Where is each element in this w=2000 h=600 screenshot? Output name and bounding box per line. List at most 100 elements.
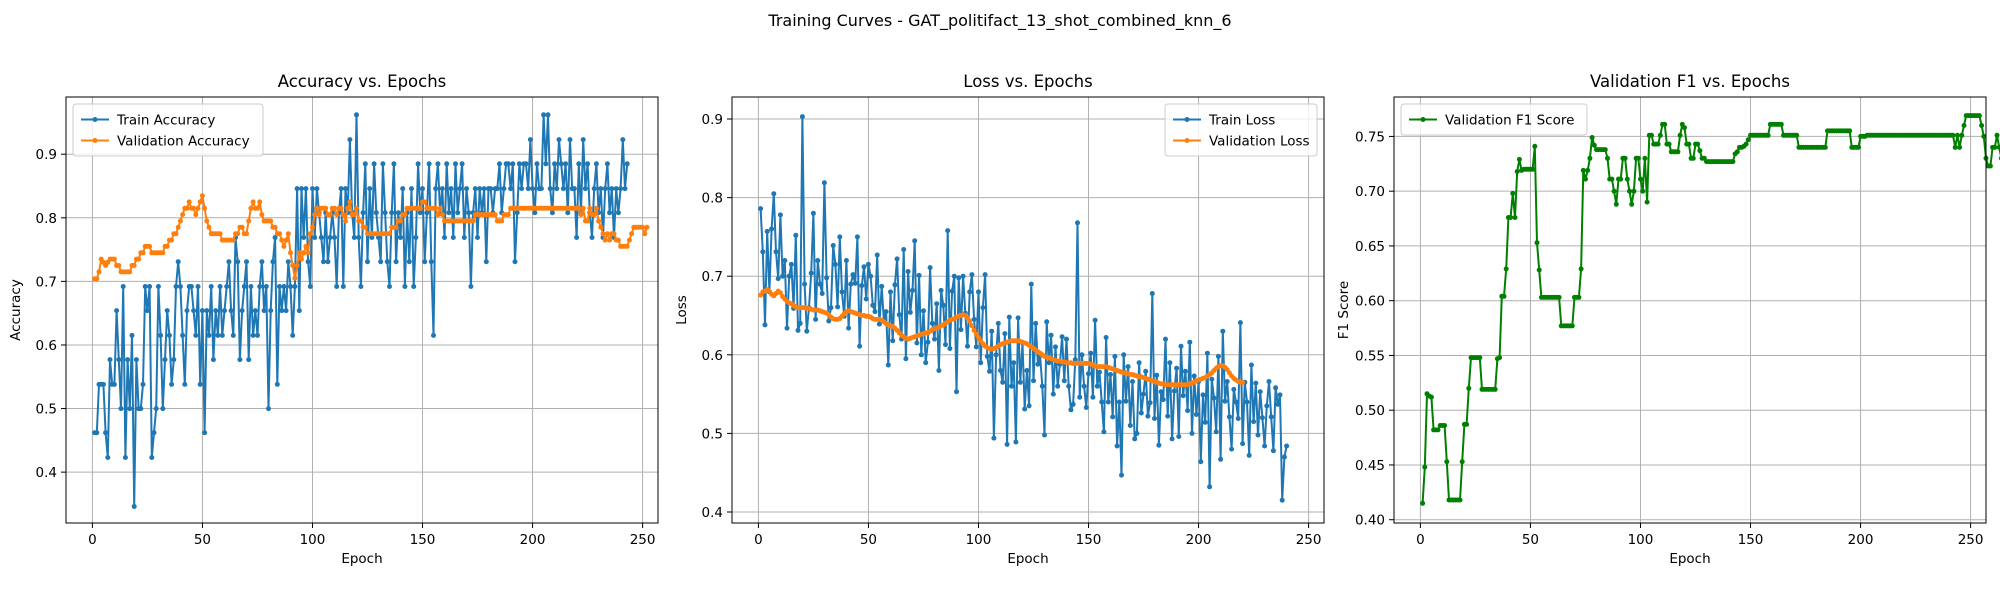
loss-data-point (1259, 415, 1265, 421)
loss-data-point (1064, 336, 1069, 342)
accuracy-data-point (314, 186, 320, 192)
loss-data-point (938, 287, 944, 293)
loss-data-point (848, 281, 854, 287)
f1-data-point (1585, 167, 1591, 173)
accuracy-data-point (217, 284, 223, 289)
accuracy-data-point (549, 210, 555, 216)
loss-data-point (817, 281, 823, 287)
f1-data-point (1959, 132, 1965, 138)
accuracy-data-point (629, 231, 635, 237)
accuracy-data-point (323, 205, 329, 211)
accuracy-data-point (640, 224, 646, 230)
loss-x-tick-label: 200 (1186, 532, 1212, 548)
loss-data-point (764, 228, 770, 234)
accuracy-data-point (279, 237, 285, 243)
loss-data-point (1066, 383, 1072, 389)
f1-data-point (1952, 144, 1958, 150)
loss-data-point (1105, 399, 1111, 405)
loss-data-point (1097, 369, 1102, 375)
accuracy-data-point (351, 212, 357, 218)
accuracy-data-point (538, 186, 544, 192)
f1-data-point (1743, 141, 1749, 147)
loss-data-point (1134, 430, 1140, 436)
loss-data-point (876, 321, 882, 327)
loss-data-point (1000, 379, 1006, 385)
f1-data-point (1583, 176, 1588, 182)
loss-data-point (1273, 385, 1279, 391)
accuracy-data-point (259, 259, 265, 265)
accuracy-data-point (237, 357, 243, 363)
loss-data-point (1202, 419, 1208, 425)
accuracy-data-point (624, 161, 630, 167)
f1-data-point (1442, 423, 1448, 428)
accuracy-data-point (316, 212, 322, 218)
loss-data-point (903, 356, 909, 362)
loss-data-point (1119, 472, 1124, 478)
loss-data-point (1116, 399, 1122, 405)
accuracy-data-point (461, 235, 467, 240)
accuracy-data-point (162, 357, 168, 363)
loss-data-point (857, 343, 863, 349)
f1-data-point (1497, 355, 1503, 361)
loss-data-point (1171, 388, 1177, 394)
accuracy-data-point (288, 250, 293, 256)
f1-y-tick-label: 0.50 (1355, 403, 1385, 419)
f1-data-point (1979, 123, 1985, 128)
loss-data-point (995, 320, 1001, 326)
loss-data-point (925, 339, 931, 345)
loss-data-point (1086, 371, 1091, 377)
loss-data-point (998, 368, 1003, 373)
f1-x-tick-label: 100 (1628, 532, 1654, 548)
accuracy-data-point (457, 186, 463, 192)
f1-data-point (1492, 386, 1498, 392)
loss-data-point (910, 287, 915, 293)
loss-data-point (797, 320, 803, 326)
loss-data-point (819, 291, 825, 296)
accuracy-data-point (177, 218, 183, 224)
accuracy-data-point (299, 186, 304, 192)
accuracy-data-point (340, 284, 346, 289)
loss-data-point (839, 289, 845, 295)
loss-data-point (1213, 429, 1219, 435)
accuracy-data-point (602, 237, 608, 243)
accuracy-data-point (191, 205, 197, 211)
f1-y-tick-label: 0.45 (1355, 458, 1385, 474)
loss-data-point (879, 283, 885, 289)
accuracy-data-point (413, 235, 419, 240)
accuracy-data-point (609, 186, 615, 192)
accuracy-data-point (578, 212, 584, 218)
f1-data-point (1624, 176, 1630, 182)
loss-data-point (956, 275, 962, 281)
accuracy-data-point (318, 235, 324, 240)
loss-data-point (940, 302, 946, 308)
f1-data-point (1591, 142, 1597, 148)
loss-data-point (835, 304, 841, 310)
f1-data-point (1516, 156, 1522, 162)
accuracy-data-point (230, 237, 236, 243)
loss-data-point (1143, 368, 1149, 374)
f1-data-point (1847, 128, 1853, 134)
loss-data-point (1088, 350, 1094, 356)
accuracy-data-point (402, 284, 408, 289)
accuracy-data-point (255, 205, 260, 211)
accuracy-data-point (389, 210, 395, 216)
f1-data-point (1697, 148, 1703, 154)
accuracy-data-point (122, 455, 128, 460)
accuracy-data-point (191, 308, 197, 314)
accuracy-data-point (195, 284, 201, 289)
accuracy-data-point (604, 161, 610, 167)
loss-data-point (971, 316, 977, 322)
accuracy-data-point (505, 212, 511, 218)
f1-series-0 (1420, 113, 2000, 506)
accuracy-data-point (437, 205, 443, 211)
accuracy-data-point (373, 210, 379, 216)
accuracy-data-point (505, 161, 511, 167)
accuracy-data-point (571, 186, 577, 192)
f1-data-point (1640, 188, 1646, 194)
accuracy-data-point (140, 381, 146, 387)
accuracy-data-point (136, 256, 142, 262)
loss-data-point (1244, 399, 1250, 405)
accuracy-data-point (272, 224, 278, 230)
accuracy-data-point (305, 259, 311, 265)
loss-data-point (929, 320, 935, 326)
